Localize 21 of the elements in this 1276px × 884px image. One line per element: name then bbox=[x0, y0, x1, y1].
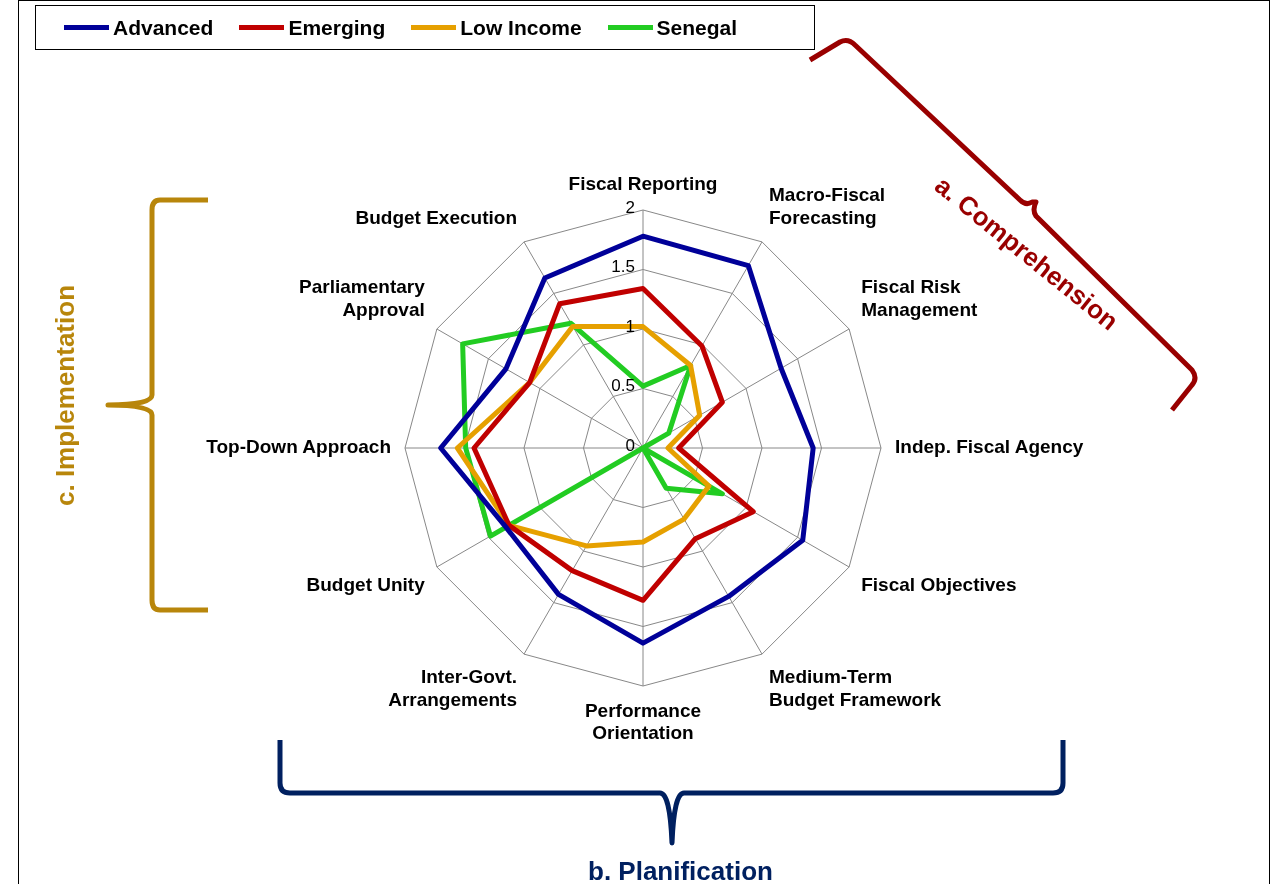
y-tick-label: 0 bbox=[625, 435, 635, 455]
spoke-label: Parliamentary Approval bbox=[299, 276, 426, 320]
spoke-label: Macro-Fiscal Forecasting bbox=[769, 183, 886, 228]
legend-label: Advanced bbox=[113, 15, 214, 40]
spoke-label: Performance Orientation bbox=[584, 699, 702, 744]
spoke-label: Top-Down Approach bbox=[206, 436, 391, 458]
legend-label: Senegal bbox=[656, 15, 738, 40]
spoke-label: Inter-Govt. Arrangements bbox=[388, 665, 517, 710]
spoke-label: Budget Unity bbox=[306, 573, 426, 595]
text: b. Planification bbox=[588, 856, 773, 884]
spoke-label: Medium-Term Budget Framework bbox=[769, 665, 942, 710]
y-tick-label: 2 bbox=[625, 197, 635, 217]
y-tick-label: 1.5 bbox=[611, 257, 635, 277]
spoke-label: Fiscal Objectives bbox=[861, 573, 1017, 595]
legend-label: Emerging bbox=[288, 15, 386, 40]
spoke-label: Fiscal Reporting bbox=[568, 172, 718, 194]
spoke-label: Indep. Fiscal Agency bbox=[895, 436, 1084, 458]
spoke-label: Budget Execution bbox=[355, 206, 517, 228]
y-tick-label: 0.5 bbox=[611, 376, 635, 396]
text: c. Implementation bbox=[50, 284, 81, 507]
legend-label: Low Income bbox=[460, 15, 582, 40]
